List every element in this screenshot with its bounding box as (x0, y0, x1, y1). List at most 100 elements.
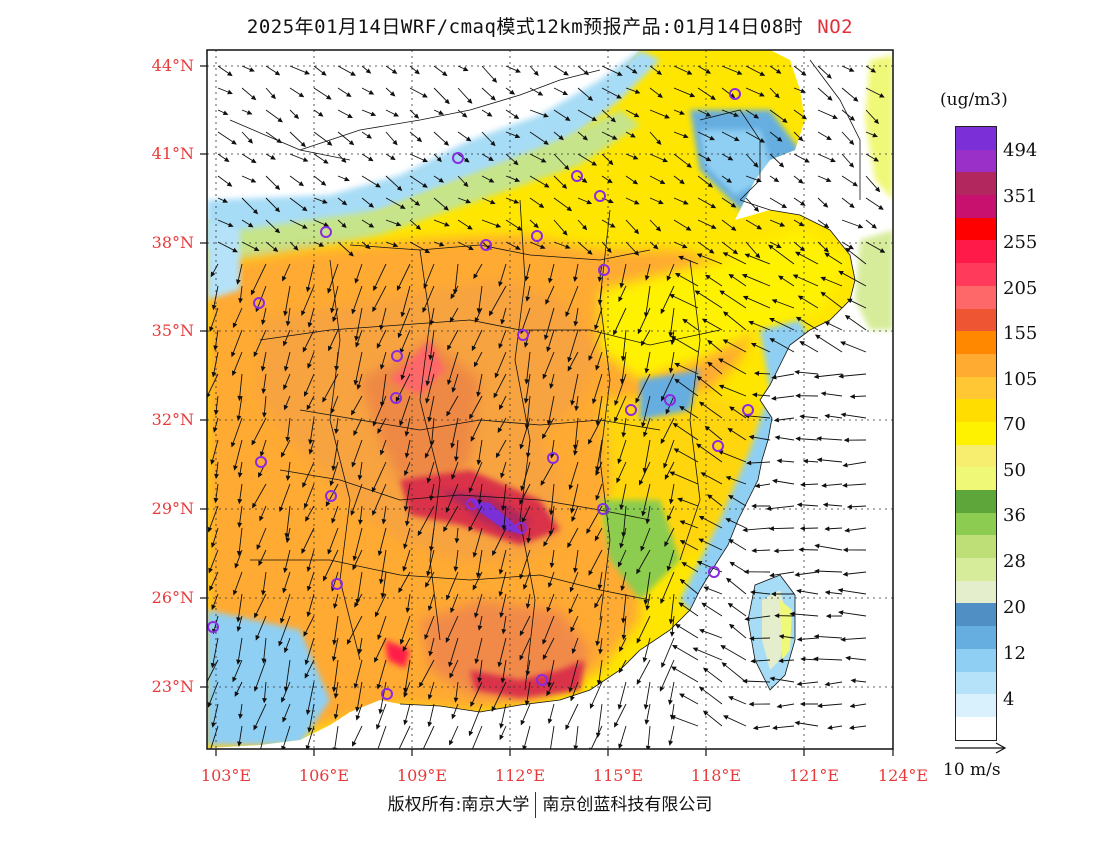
wind-arrowhead (610, 222, 616, 228)
wind-arrowhead (848, 725, 855, 730)
wind-arrowhead (681, 562, 687, 567)
wind-arrow (614, 395, 627, 422)
wind-arrowhead (633, 250, 640, 256)
wind-arrowhead (879, 93, 885, 98)
wind-arrowhead (547, 682, 552, 688)
wind-arrowhead (211, 604, 216, 611)
wind-arrowhead (798, 221, 805, 227)
wind-arrow (354, 659, 363, 688)
wind-arrow (743, 680, 771, 683)
wind-arrow (568, 329, 579, 362)
wind-arrowhead (207, 526, 213, 533)
wind-arrowhead (426, 477, 432, 484)
wind-arrowhead (736, 70, 743, 75)
wind-arrowhead (224, 157, 230, 162)
wind-arrow (238, 527, 243, 556)
wind-arrow (526, 395, 531, 429)
wind-arrowhead (476, 459, 482, 466)
wind-arrow (598, 659, 603, 685)
colorbar-swatch (956, 535, 996, 559)
colorbar-unit: (ug/m3) (940, 90, 1008, 110)
wind-arrowhead (595, 640, 601, 647)
wind-arrowhead (399, 420, 404, 427)
wind-arrow (351, 285, 363, 314)
wind-arrow (663, 439, 675, 468)
wind-arrowhead (636, 568, 641, 575)
wind-arrow (212, 351, 219, 377)
wind-arrow (622, 593, 627, 623)
colorbar-label: 155 (1003, 323, 1038, 344)
wind-arrowhead (824, 252, 830, 258)
wind-arrowhead (210, 271, 216, 278)
wind-arrowhead (728, 539, 734, 544)
wind-arrowhead (327, 288, 332, 294)
wind-arrow (445, 615, 459, 643)
wind-arrowhead (685, 225, 692, 231)
wind-arrowhead (842, 571, 848, 577)
colorbar-swatch (956, 648, 996, 672)
wind-arrowhead (779, 222, 786, 227)
wind-arrowhead (253, 724, 258, 731)
wind-arrowhead (799, 341, 805, 346)
wind-arrowhead (769, 572, 775, 578)
wind-arrowhead (293, 245, 299, 251)
wind-arrowhead (231, 351, 236, 358)
wind-arrowhead (372, 306, 377, 313)
wind-arrowhead (365, 68, 372, 74)
wind-arrowhead (515, 68, 521, 73)
wind-arrowhead (427, 416, 433, 423)
wind-arrowhead (499, 612, 505, 618)
city-marker (536, 674, 548, 686)
wind-arrowhead (491, 77, 498, 83)
wind-arrowhead (670, 715, 676, 720)
wind-arrowhead (524, 379, 530, 385)
wind-arrowhead (463, 181, 469, 188)
wind-arrowhead (237, 522, 243, 528)
colorbar-label: 20 (1003, 597, 1026, 618)
wind-arrow (675, 273, 699, 287)
wind-arrowhead (640, 545, 645, 552)
wind-arrowhead (759, 138, 766, 143)
wind-arrowhead (543, 541, 548, 547)
wind-arrowhead (543, 334, 549, 341)
wind-arrow (814, 635, 843, 639)
wind-arrow (327, 263, 339, 293)
wind-arrow (569, 659, 579, 692)
wind-arrowhead (710, 203, 717, 209)
wind-arrowhead (730, 202, 737, 208)
wind-arrowhead (619, 504, 625, 511)
wind-arrowhead (346, 639, 352, 645)
lat-label: 23°N (151, 677, 194, 696)
wind-arrow (565, 703, 579, 730)
wind-arrowhead (356, 384, 362, 390)
wind-arrowhead (728, 273, 735, 279)
wind-arrowhead (708, 248, 715, 254)
wind-arrowhead (250, 158, 257, 164)
wind-arrow (588, 417, 603, 444)
wind-arrow (477, 549, 483, 578)
wind-arrowhead (725, 518, 732, 523)
wind-arrowhead (773, 417, 780, 423)
wind-arrow (469, 703, 483, 736)
colorbar-swatch (956, 399, 996, 422)
wind-arrowhead (816, 436, 822, 442)
wind-arrow (839, 611, 867, 617)
wind-arrowhead (333, 693, 339, 699)
wind-arrowhead (261, 388, 267, 395)
wind-arrowhead (246, 110, 253, 115)
wind-arrow (622, 329, 627, 361)
wind-arrowhead (500, 472, 505, 479)
wind-arrowhead (495, 223, 502, 228)
wind-arrowhead (674, 378, 680, 384)
wind-arrow (308, 703, 315, 732)
wind-arrowhead (330, 307, 335, 314)
wind-arrowhead (446, 594, 451, 601)
wind-arrowhead (871, 223, 877, 229)
wind-arrowhead (722, 339, 729, 344)
wind-arrowhead (597, 299, 603, 306)
wind-arrowhead (357, 475, 363, 481)
wind-arrowhead (351, 461, 357, 468)
wind-arrowhead (283, 310, 288, 317)
lat-label: 41°N (151, 144, 194, 163)
wind-arrowhead (564, 164, 570, 171)
